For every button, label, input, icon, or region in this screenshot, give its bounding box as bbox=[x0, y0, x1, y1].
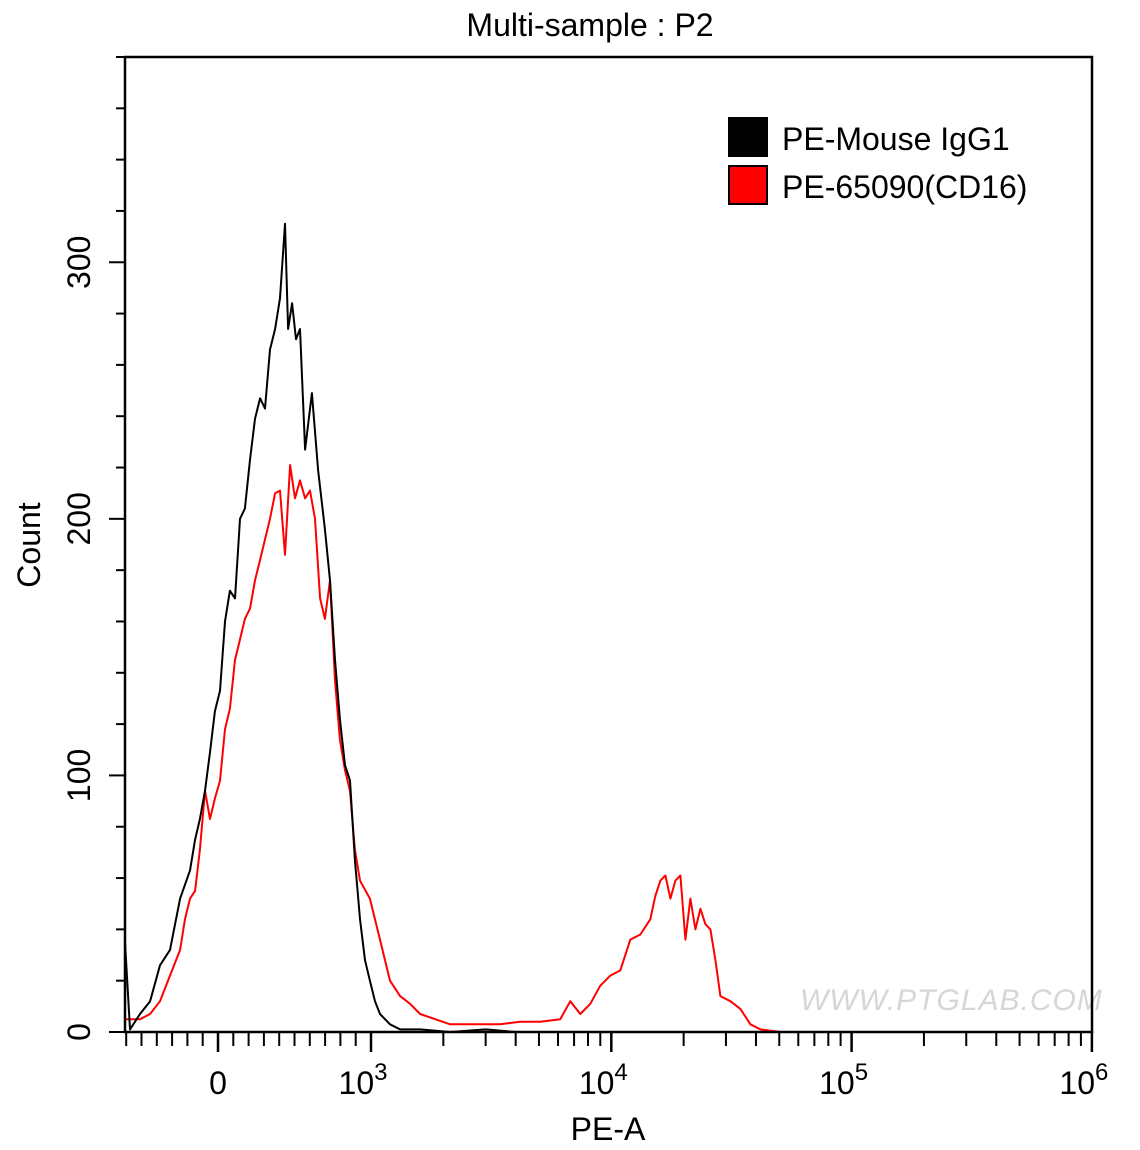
x-tick-label: 106 bbox=[1059, 1059, 1108, 1101]
watermark: WWW.PTGLAB.COM bbox=[800, 984, 1103, 1017]
y-tick-label: 100 bbox=[61, 749, 97, 802]
y-axis: 0 100 200 300 bbox=[61, 56, 125, 1041]
legend-swatch-1 bbox=[728, 165, 768, 205]
chart-title: Multi-sample : P2 bbox=[466, 7, 713, 43]
legend-swatch-0 bbox=[728, 117, 768, 157]
y-axis-label: Count bbox=[11, 502, 47, 588]
x-axis: 0 103 104 105 106 bbox=[125, 1032, 1108, 1101]
x-tick-label: 105 bbox=[819, 1059, 868, 1101]
x-axis-label: PE-A bbox=[571, 1111, 646, 1147]
plot-frame bbox=[123, 55, 1094, 1034]
y-tick-label: 200 bbox=[61, 492, 97, 545]
legend-label-1: PE-65090(CD16) bbox=[782, 169, 1027, 205]
legend-label-0: PE-Mouse IgG1 bbox=[782, 121, 1010, 157]
x-tick-label: 104 bbox=[579, 1059, 628, 1101]
y-tick-label: 300 bbox=[61, 236, 97, 289]
x-tick-label: 0 bbox=[209, 1065, 227, 1101]
x-tick-label: 103 bbox=[339, 1059, 388, 1101]
y-tick-label: 0 bbox=[61, 1023, 97, 1041]
series-layer bbox=[124, 222, 781, 1033]
series-line-1 bbox=[125, 464, 781, 1033]
legend: PE-Mouse IgG1 PE-65090(CD16) bbox=[728, 117, 1027, 205]
series-line-0 bbox=[124, 222, 516, 1033]
